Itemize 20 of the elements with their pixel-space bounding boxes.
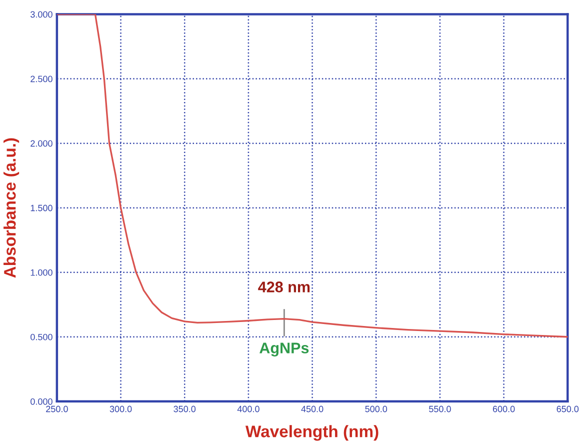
y-axis-title: Absorbance (a.u.) (4, 138, 20, 278)
x-tick-label: 650.0 (556, 406, 579, 412)
x-tick-label: 250.0 (46, 406, 68, 412)
x-axis-title: Wavelength (nm) (245, 425, 378, 441)
x-tick-label: 450.0 (301, 406, 324, 412)
x-tick-label: 600.0 (492, 406, 515, 412)
y-tick-label: 2.500 (30, 76, 52, 82)
x-tick-label: 400.0 (237, 406, 260, 412)
y-tick-label: 1.500 (30, 204, 52, 212)
annotation: 428 nm (258, 282, 310, 292)
y-tick-label: 0.000 (30, 398, 52, 405)
x-tick-label: 300.0 (110, 406, 132, 412)
y-tick-label: 0.500 (30, 334, 52, 340)
x-tick-label: 350.0 (174, 406, 196, 412)
annotation: AgNPs (260, 342, 309, 356)
y-tick-label: 2.000 (30, 140, 52, 147)
x-tick-label: 550.0 (429, 406, 451, 412)
y-tick-label: 1.000 (30, 269, 52, 276)
y-tick-label: 3.000 (30, 11, 52, 18)
x-tick-label: 500.0 (365, 406, 388, 412)
